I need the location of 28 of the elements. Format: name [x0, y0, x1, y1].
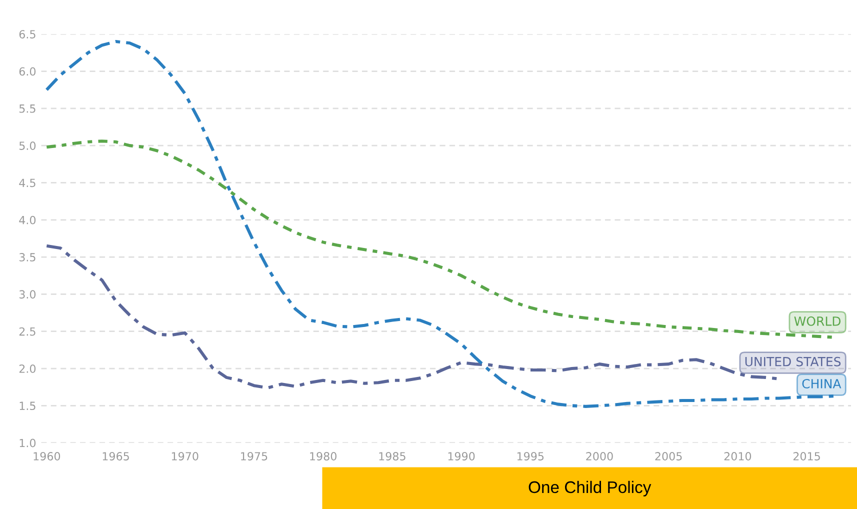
x-tick-label: 2005	[655, 452, 682, 460]
y-tick-label: 1.0	[20, 438, 36, 448]
x-tick-label: 1960	[34, 452, 60, 460]
y-tick-label: 6.5	[19, 30, 36, 38]
x-tick-label: 1990	[448, 452, 475, 460]
series-label: CHINA	[802, 378, 842, 388]
y-tick-label: 3.0	[19, 290, 36, 299]
x-tick-label: 1975	[241, 452, 268, 460]
text: One Child Policy	[528, 480, 652, 496]
y-tick-label: 2.0	[19, 364, 36, 373]
series-label: UNITED STATES	[745, 356, 841, 366]
x-tick-label: 2010	[724, 452, 752, 460]
x-tick-label: 2000	[586, 452, 613, 460]
x-tick-label: 2015	[793, 452, 820, 460]
x-tick-label: 1985	[379, 452, 406, 460]
series-label: WORLD	[794, 316, 841, 326]
y-tick-label: 5.5	[19, 104, 36, 113]
y-tick-label: 4.5	[19, 178, 36, 188]
y-tick-label: 6.0	[19, 67, 36, 76]
y-tick-label: 4.0	[19, 216, 36, 224]
y-tick-label: 5.0	[19, 142, 36, 150]
y-tick-label: 3.5	[19, 253, 36, 262]
y-tick-label: 2.5	[19, 327, 36, 336]
y-tick-label: 1.5	[20, 402, 36, 410]
x-tick-label: 1980	[310, 452, 336, 460]
x-tick-label: 1995	[517, 452, 544, 460]
x-tick-label: 1965	[102, 452, 129, 460]
x-tick-label: 1970	[172, 452, 198, 460]
